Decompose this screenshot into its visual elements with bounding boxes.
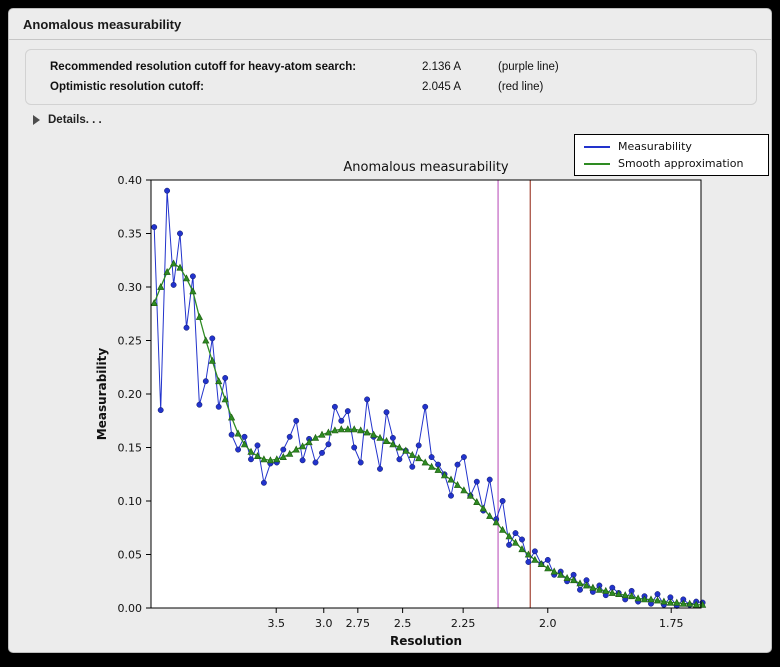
optimistic-cutoff-value: 2.045 A (422, 81, 462, 93)
svg-text:0.15: 0.15 (118, 442, 143, 455)
svg-text:2.25: 2.25 (451, 617, 476, 630)
figure-canvas: 0.00 0.05 0.10 0.15 0.20 0.25 0.30 0.35 0.40 3.5 3… (91, 130, 771, 650)
recommended-cutoff-row: Recommended resolution cutoff for heavy-… (36, 57, 746, 77)
svg-text:2.0: 2.0 (539, 617, 557, 630)
svg-text:0.00: 0.00 (118, 602, 143, 615)
anomalous-measurability-panel: Anomalous measurability Recommended reso… (8, 8, 772, 653)
optimistic-cutoff-note: (red line) (498, 81, 544, 93)
svg-text:0.30: 0.30 (118, 281, 143, 294)
svg-text:0.10: 0.10 (118, 495, 143, 508)
svg-text:3.5: 3.5 (267, 617, 285, 630)
measurability-chart: 0.00 0.05 0.10 0.15 0.20 0.25 0.30 0.35 0.40 3.5 3… (95, 160, 707, 648)
cutoff-info-box: Recommended resolution cutoff for heavy-… (25, 49, 757, 105)
legend-label-smooth: Smooth approximation (618, 157, 744, 170)
recommended-cutoff-value: 2.136 A (422, 61, 462, 73)
legend-entry-measurability: Measurability (584, 140, 754, 153)
legend-swatch-measurability (584, 145, 610, 148)
optimistic-cutoff-row: Optimistic resolution cutoff: 2.045 A (r… (36, 77, 746, 97)
details-label: Details. . . (48, 114, 102, 126)
legend-label-measurability: Measurability (618, 140, 692, 153)
details-disclosure[interactable]: Details. . . (33, 114, 143, 126)
svg-text:Resolution: Resolution (390, 634, 462, 648)
legend-swatch-smooth (584, 162, 610, 165)
disclosure-triangle-icon[interactable] (33, 115, 40, 125)
svg-text:2.5: 2.5 (394, 617, 412, 630)
legend-entry-smooth: Smooth approximation (584, 157, 754, 170)
svg-text:1.75: 1.75 (659, 617, 684, 630)
svg-text:0.20: 0.20 (118, 388, 143, 401)
svg-text:0.35: 0.35 (118, 228, 143, 241)
optimistic-cutoff-label: Optimistic resolution cutoff: (50, 81, 204, 93)
svg-text:0.40: 0.40 (118, 174, 143, 187)
page-title: Anomalous measurability (9, 9, 771, 40)
svg-text:Anomalous measurability: Anomalous measurability (343, 160, 509, 175)
svg-text:0.05: 0.05 (118, 549, 143, 562)
svg-text:0.25: 0.25 (118, 335, 143, 348)
recommended-cutoff-label: Recommended resolution cutoff for heavy-… (50, 61, 357, 73)
svg-text:3.0: 3.0 (315, 617, 333, 630)
chart-legend: Measurability Smooth approximation (574, 134, 769, 176)
svg-text:2.75: 2.75 (346, 617, 371, 630)
recommended-cutoff-note: (purple line) (498, 61, 559, 73)
svg-text:Measurability: Measurability (95, 348, 109, 441)
